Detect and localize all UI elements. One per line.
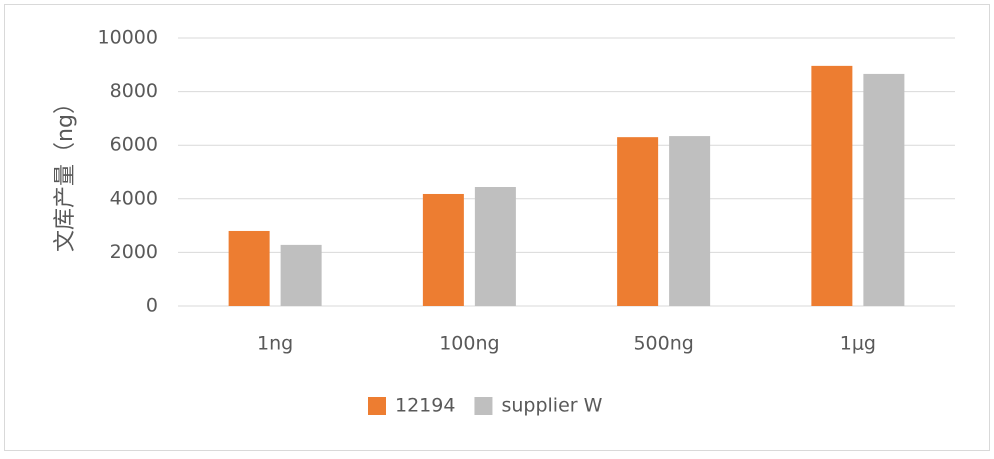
x-tick-label: 1ng: [257, 333, 293, 355]
x-tick-label: 100ng: [439, 333, 499, 355]
bar: [422, 193, 464, 306]
legend-swatch: [368, 397, 386, 415]
y-tick-label: 2000: [110, 241, 158, 263]
legend-swatch: [474, 397, 493, 415]
y-tick-label: 0: [146, 295, 158, 317]
bar: [669, 136, 711, 306]
y-axis-label: 文库产量（ng）: [53, 92, 78, 252]
bar: [617, 137, 659, 306]
y-tick-label: 6000: [110, 134, 158, 156]
bar: [474, 187, 516, 306]
bar: [280, 244, 322, 306]
x-tick-label: 1μg: [840, 333, 876, 355]
y-tick-label: 8000: [110, 80, 158, 102]
bar: [228, 230, 270, 306]
bar: [863, 73, 905, 306]
legend-label: supplier W: [501, 395, 602, 417]
y-tick-label: 4000: [110, 187, 158, 209]
legend-label: 12194: [395, 395, 455, 417]
bar: [811, 65, 853, 306]
x-tick-label: 500ng: [633, 333, 693, 355]
y-tick-label: 10000: [98, 27, 158, 49]
